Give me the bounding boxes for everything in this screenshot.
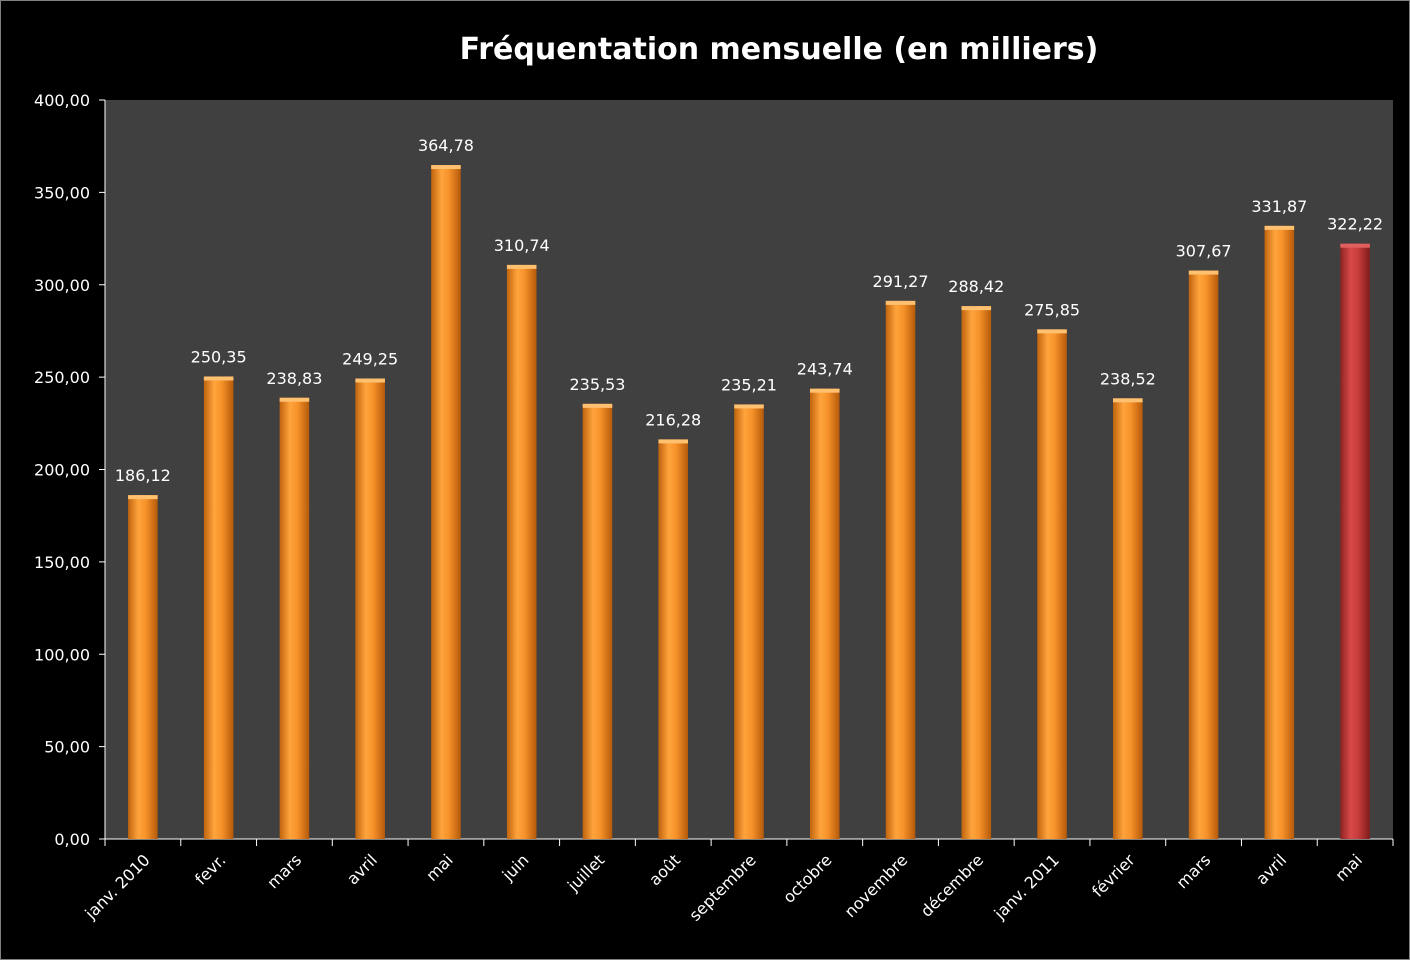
y-tick-label: 100,00 [34,645,90,664]
bar-top-bevel [279,397,310,402]
x-tick-label: avril [1252,850,1290,888]
bar [658,439,689,839]
bar [582,403,613,839]
x-axis: janv. 2010 fevr. mars avril mai juin juillet ao… [81,838,1394,925]
x-tick-label: mars [1172,850,1214,892]
bar [809,388,840,839]
data-label: 310,74 [494,236,550,255]
x-tick-label: août [645,850,684,889]
bar [128,495,158,839]
x-tick-label: janv. 2010 [81,850,154,923]
y-tick-label: 50,00 [44,738,90,757]
bar-highlight [1340,243,1370,839]
bar-top-bevel [1113,398,1143,403]
data-label: 275,85 [1024,300,1080,319]
bar [279,397,310,839]
bar [961,306,992,839]
bar [1037,329,1067,839]
x-tick-label: janv. 2011 [990,850,1063,923]
y-tick-label: 150,00 [34,553,90,572]
data-label: 249,25 [342,350,398,369]
y-tick-label: 200,00 [34,461,90,480]
data-label: 238,83 [266,369,322,388]
data-label: 235,21 [721,375,777,394]
data-label: 186,12 [115,466,171,485]
bar-top-bevel [506,264,537,269]
bar [1188,270,1219,839]
x-tick-label: octobre [779,850,835,906]
bar-top-bevel [809,388,840,393]
bar-top-bevel [1188,270,1219,275]
bar [885,300,916,839]
bar-top-bevel [658,439,689,444]
x-tick-label: mai [1331,850,1366,885]
bar-top-bevel [1340,243,1370,248]
x-tick-label: mars [263,850,305,892]
data-label: 364,78 [418,136,474,155]
bar [1113,398,1143,839]
x-tick-label: décembre [917,850,987,920]
bar [734,404,764,839]
bar-series [128,165,1370,839]
chart-title: Fréquentation mensuelle (en milliers) [460,32,1099,67]
data-label: 216,28 [645,410,701,429]
data-label: 243,74 [797,360,853,379]
bar-top-bevel [734,404,764,409]
data-label: 250,35 [191,347,247,366]
data-label: 291,27 [873,272,929,291]
bar-top-bevel [961,306,992,311]
data-label: 307,67 [1176,242,1232,261]
y-tick-label: 0,00 [54,830,90,849]
bar-top-bevel [128,495,158,500]
x-tick-label: avril [343,850,381,888]
bar-top-bevel [203,376,234,381]
x-tick-label: juin [498,850,533,885]
x-tick-label: mai [422,850,457,885]
x-tick-label: juillet [563,850,608,895]
x-tick-label: février [1088,850,1139,901]
bar-top-bevel [1037,329,1067,334]
bar-top-bevel [431,165,461,170]
bar-top-bevel [582,403,613,408]
y-axis: 0,00 50,00 100,00 150,00 200,00 250,00 300,00 3… [34,91,106,849]
y-tick-label: 300,00 [34,276,90,295]
bar-top-bevel [355,378,385,383]
data-labels: 186,12 250,35 238,83 249,25 364,78 310,74 235,… [115,136,1383,485]
bar [431,165,461,839]
x-tick-label: fevr. [191,850,229,888]
bar [355,378,385,839]
data-label: 331,87 [1251,197,1307,216]
bar [1264,225,1295,839]
x-tick-label: septembre [685,850,759,924]
bar-top-bevel [885,300,916,305]
data-label: 288,42 [948,277,1004,296]
bar [506,264,537,839]
y-tick-label: 250,00 [34,368,90,387]
data-label: 238,52 [1100,369,1156,388]
bar [203,376,234,839]
data-label: 235,53 [569,375,625,394]
data-label: 322,22 [1327,215,1383,234]
y-tick-label: 400,00 [34,91,90,110]
y-tick-label: 350,00 [34,183,90,202]
x-tick-label: novembre [841,850,912,921]
bar-top-bevel [1264,225,1295,230]
